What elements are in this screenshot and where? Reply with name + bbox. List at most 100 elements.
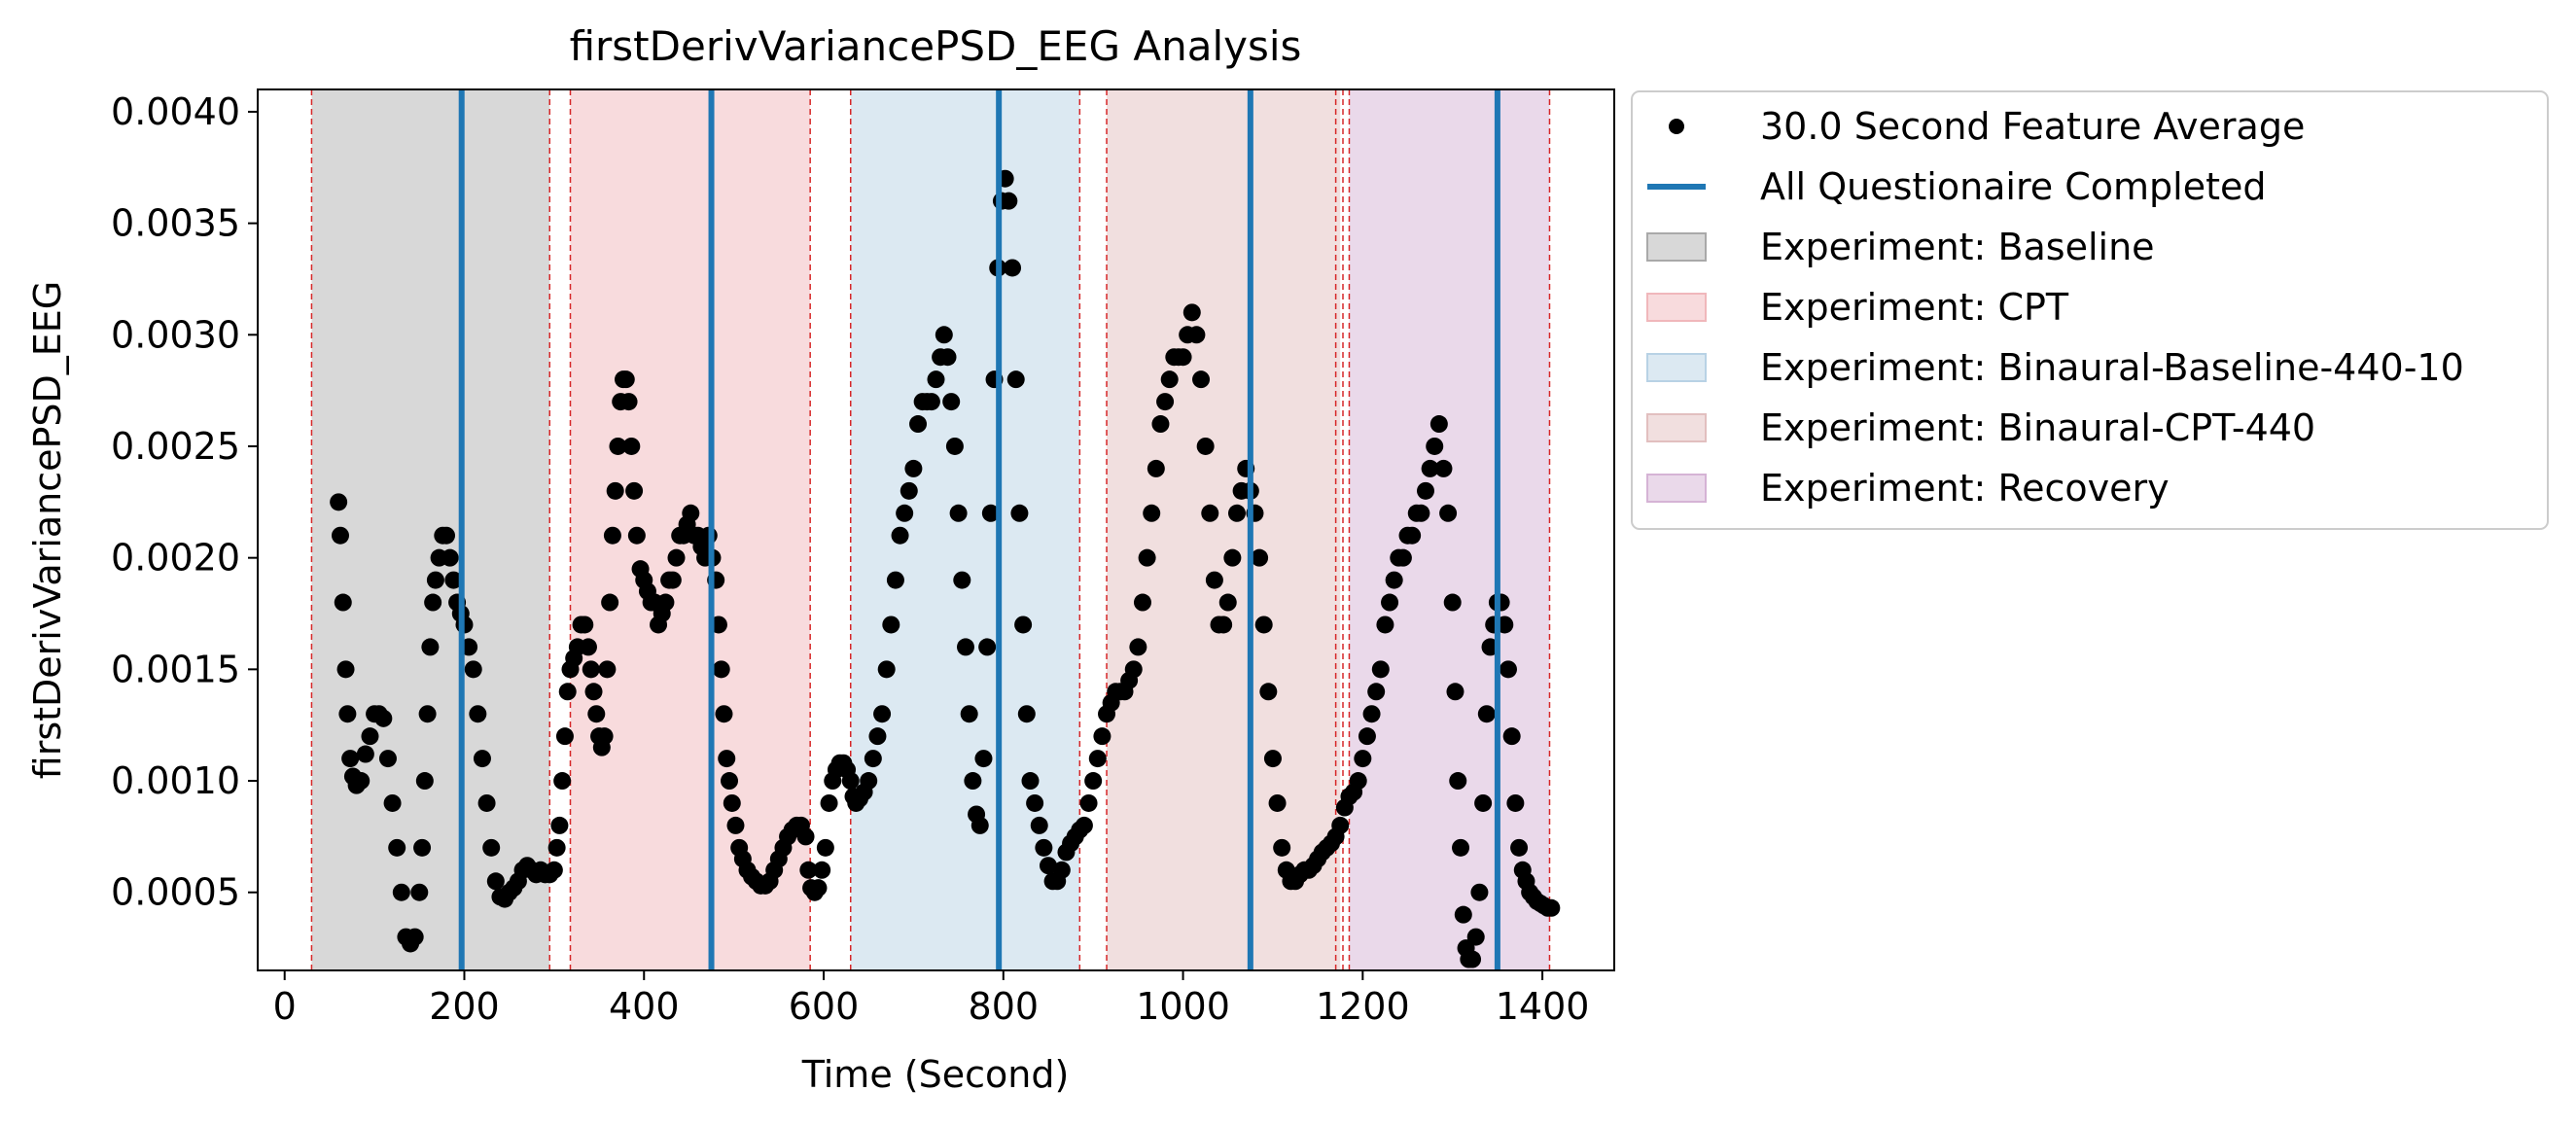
data-point xyxy=(721,772,739,791)
data-point xyxy=(820,793,838,812)
data-point xyxy=(1443,593,1462,612)
data-point xyxy=(1218,593,1237,612)
data-point xyxy=(663,571,682,589)
data-point xyxy=(1506,793,1525,812)
data-point xyxy=(413,838,432,857)
data-point xyxy=(864,750,882,768)
y-axis-label: firstDerivVariancePSD_EEG xyxy=(26,281,69,779)
y-tick-label: 0.0035 xyxy=(111,202,240,245)
data-point xyxy=(482,838,501,857)
region-0 xyxy=(311,89,550,970)
data-point xyxy=(1215,616,1233,634)
x-tick-label: 400 xyxy=(609,985,680,1028)
data-point xyxy=(1052,861,1071,879)
data-point xyxy=(1079,793,1098,812)
data-point xyxy=(1362,705,1381,723)
data-point xyxy=(1192,370,1211,389)
data-point xyxy=(361,727,379,746)
data-point xyxy=(1429,415,1448,434)
data-point xyxy=(438,526,456,545)
data-point xyxy=(1017,705,1036,723)
data-point xyxy=(1084,772,1103,791)
data-point xyxy=(374,709,393,727)
data-point xyxy=(1124,660,1143,679)
data-point xyxy=(656,593,675,612)
data-point xyxy=(331,526,349,545)
data-point xyxy=(1133,593,1151,612)
legend-swatch-region xyxy=(1646,353,1707,382)
data-point xyxy=(1039,857,1057,875)
data-point xyxy=(974,750,993,768)
data-point xyxy=(1416,481,1434,500)
chart-title: firstDerivVariancePSD_EEG Analysis xyxy=(570,22,1302,70)
data-point xyxy=(341,750,360,768)
data-point xyxy=(477,793,496,812)
data-point xyxy=(1421,459,1439,477)
data-point xyxy=(441,548,459,567)
data-point xyxy=(891,526,909,545)
data-point xyxy=(1464,950,1482,968)
data-point xyxy=(1129,638,1147,656)
legend-label-questionnaire: All Questionaire Completed xyxy=(1760,165,2267,208)
data-point xyxy=(558,683,577,701)
data-point xyxy=(922,393,940,411)
data-point xyxy=(1010,504,1029,522)
data-point xyxy=(1358,727,1376,746)
data-point xyxy=(904,459,923,477)
data-point xyxy=(956,638,974,656)
legend-label-region: Experiment: Binaural-CPT-440 xyxy=(1760,406,2315,449)
legend-swatch-region xyxy=(1646,293,1707,322)
data-point xyxy=(356,745,374,763)
data-point xyxy=(1371,660,1390,679)
data-point xyxy=(1201,504,1219,522)
data-point xyxy=(421,638,440,656)
data-point xyxy=(576,616,594,634)
y-tick-label: 0.0020 xyxy=(111,537,240,580)
data-point xyxy=(886,571,904,589)
data-point xyxy=(1143,504,1161,522)
y-tick-label: 0.0030 xyxy=(111,313,240,356)
data-point xyxy=(545,861,563,879)
data-point xyxy=(877,660,896,679)
data-point xyxy=(953,571,971,589)
data-point xyxy=(718,750,736,768)
data-point xyxy=(1449,772,1467,791)
data-point xyxy=(444,571,463,589)
data-point xyxy=(1035,838,1053,857)
data-point xyxy=(960,705,978,723)
data-point xyxy=(383,793,402,812)
data-point xyxy=(1174,348,1192,367)
data-point xyxy=(1367,683,1386,701)
data-point xyxy=(964,772,982,791)
region-3 xyxy=(1107,89,1341,970)
data-point xyxy=(1394,548,1412,567)
data-point xyxy=(1273,838,1291,857)
data-point xyxy=(1088,750,1107,768)
legend-label-region: Experiment: Baseline xyxy=(1760,226,2155,268)
data-point xyxy=(378,750,397,768)
data-point xyxy=(873,705,892,723)
questionnaire-lines xyxy=(458,89,1500,970)
data-point xyxy=(595,727,614,746)
data-point xyxy=(1223,548,1242,567)
x-tick-label: 1000 xyxy=(1136,985,1230,1028)
data-point xyxy=(809,879,828,897)
data-point xyxy=(1403,526,1422,545)
data-point xyxy=(1470,883,1489,901)
data-point xyxy=(813,861,831,879)
data-point xyxy=(410,883,429,901)
legend-label-feature-average: 30.0 Second Feature Average xyxy=(1760,105,2305,148)
data-point xyxy=(712,660,730,679)
data-point xyxy=(1093,727,1112,746)
region-boundary-lines xyxy=(310,89,1551,970)
x-tick-label: 600 xyxy=(789,985,860,1028)
data-point xyxy=(900,481,918,500)
data-point xyxy=(464,660,482,679)
data-point xyxy=(1412,504,1430,522)
legend-swatch-region xyxy=(1646,413,1707,442)
region-2 xyxy=(850,89,1080,970)
data-point xyxy=(1354,750,1372,768)
data-point xyxy=(981,504,1000,522)
data-point xyxy=(868,727,887,746)
